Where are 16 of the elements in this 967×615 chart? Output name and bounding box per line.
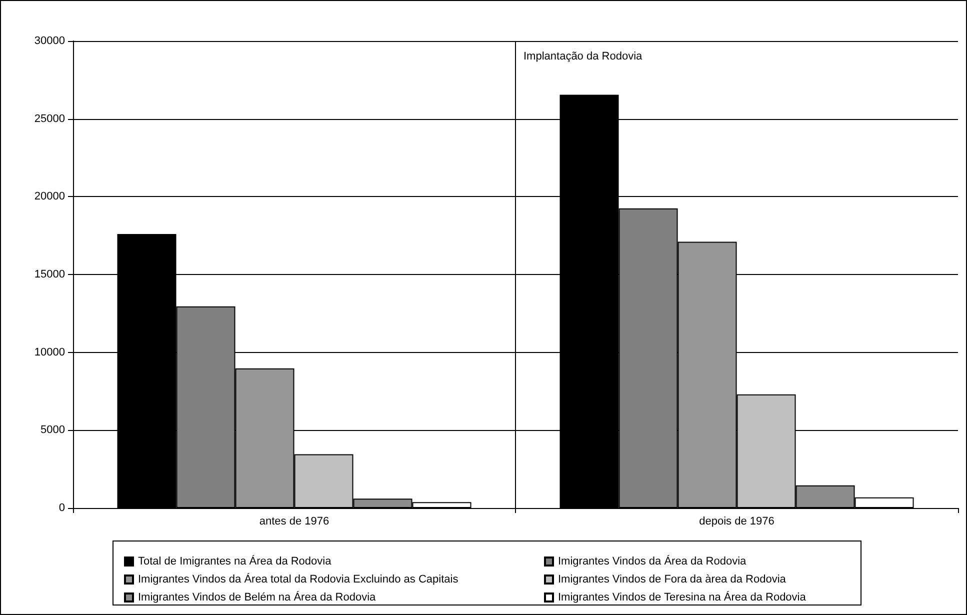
legend-label: Imigrantes Vindos de Belém na Área da Rodovia (138, 590, 377, 604)
legend-label: Imigrantes Vindos de Teresina na Área da Rodovia (558, 590, 807, 604)
legend-label: Imigrantes Vindos da Área da Rodovia (558, 554, 748, 568)
annotation: Implantação da Rodovia (524, 50, 644, 62)
x-tick-label: depois de 1976 (699, 516, 774, 528)
y-tick-label: 20000 (34, 190, 65, 203)
y-tick-label: 25000 (34, 112, 65, 125)
y-tick-label: 0 (58, 502, 65, 514)
y-tick-label: 5000 (40, 424, 65, 436)
legend-label: Imigrantes Vindos de Fora da àrea da Rodovia (558, 574, 787, 586)
legend-label: Total de Imigrantes na Área da Rodovia (138, 554, 332, 568)
x-tick-label: antes de 1976 (259, 516, 330, 528)
y-tick-label: 10000 (34, 346, 65, 358)
y-tick-label: 15000 (34, 268, 65, 280)
y-tick-label: 30000 (34, 35, 65, 47)
legend-label: Imigrantes Vindos da Área total da Rodovia Excluindo as Capitais (138, 572, 459, 586)
